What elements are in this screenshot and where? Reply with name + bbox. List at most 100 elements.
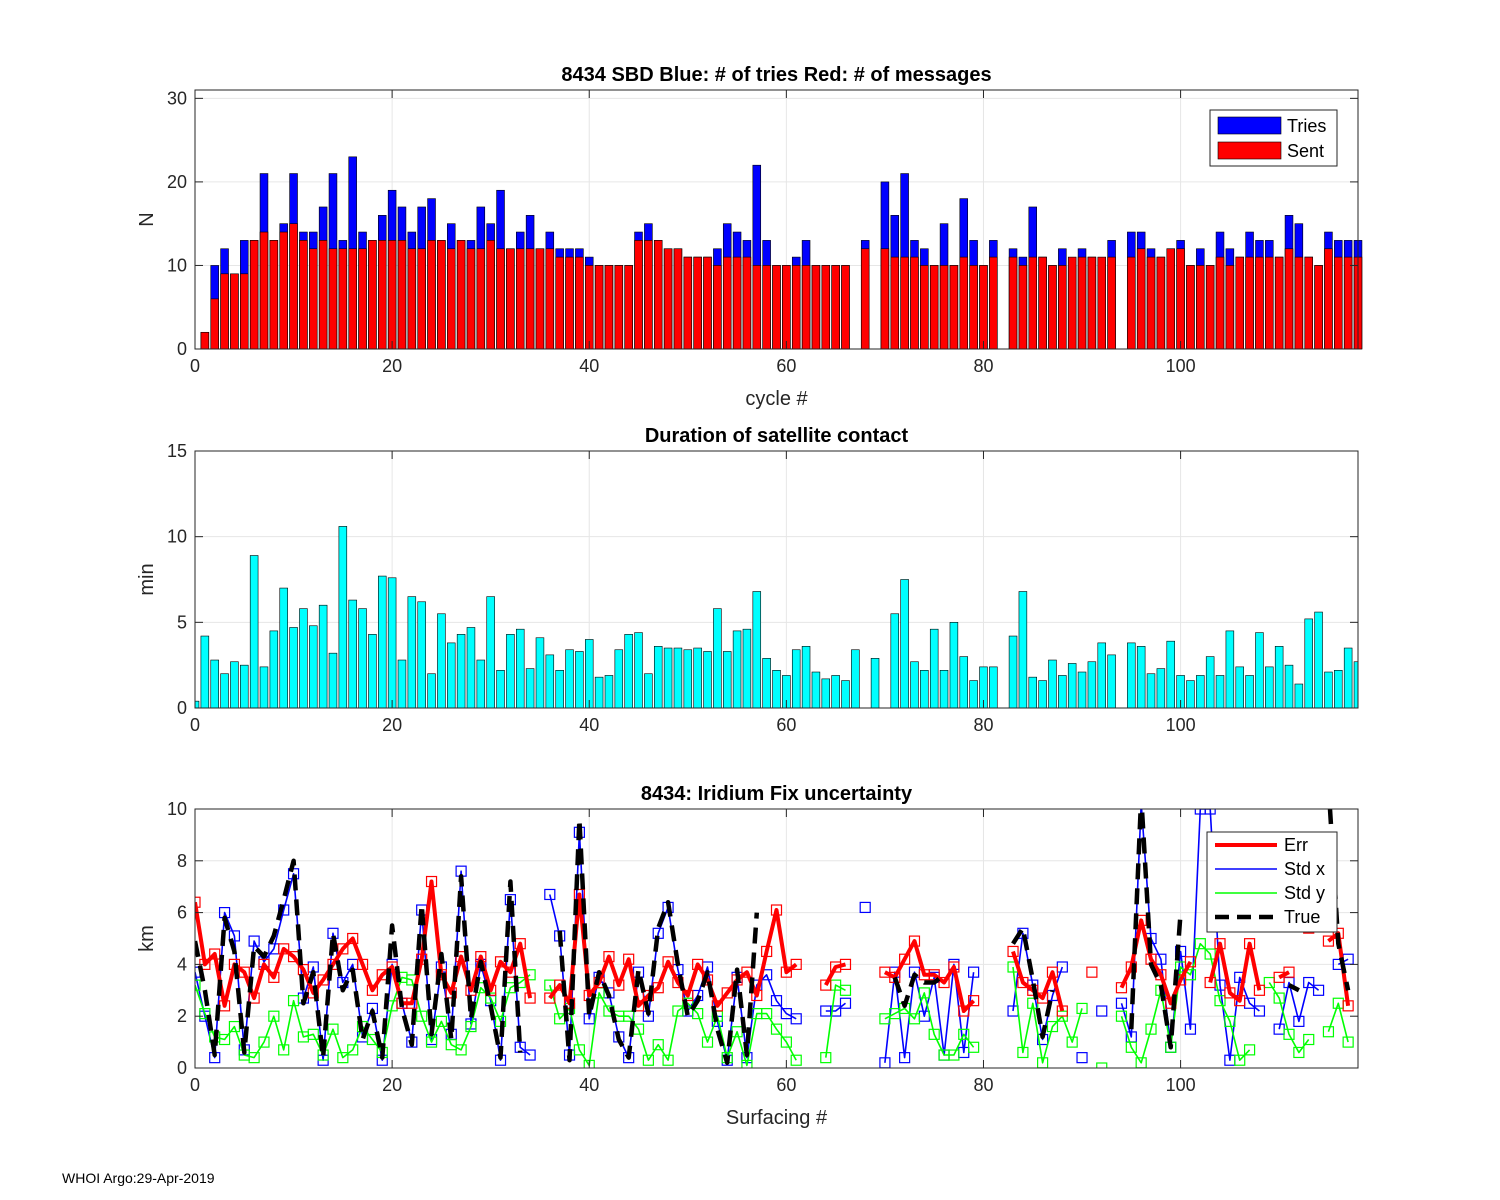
bar-sent — [1343, 256, 1353, 350]
bar-duration — [604, 675, 614, 709]
bar-sent — [841, 265, 850, 350]
bar-duration — [1067, 663, 1077, 709]
data-marker — [682, 989, 694, 1002]
series-line — [195, 809, 1351, 1066]
chart-title: 8434: Iridium Fix uncertainty — [641, 783, 913, 805]
bar-duration — [545, 654, 555, 709]
data-marker — [1283, 966, 1295, 978]
data-marker — [1234, 1054, 1246, 1066]
data-marker — [672, 1005, 684, 1017]
bar-duration — [279, 587, 288, 709]
bar-duration — [900, 579, 909, 709]
data-marker — [741, 966, 753, 978]
bar-duration — [338, 526, 348, 709]
bar-sent — [1235, 256, 1244, 350]
bar-sent — [939, 265, 949, 350]
data-marker — [1046, 1020, 1059, 1033]
bar-sent — [1107, 256, 1116, 350]
bar-sent — [496, 248, 505, 350]
bar-duration — [1127, 642, 1136, 709]
panel-fix-uncertainty: 0 20 40 60 80 100 0 2 4 6 8 10 8434: Iridium Fix unc… — [136, 783, 1359, 1129]
bar-sent — [1127, 256, 1136, 350]
bar-duration — [920, 670, 929, 709]
bar-duration — [870, 658, 880, 709]
bar-sent — [437, 240, 446, 350]
bar-sent — [969, 265, 978, 350]
bar-sent — [742, 256, 752, 350]
bar-sent — [880, 248, 890, 350]
bar-duration — [1058, 675, 1067, 709]
bar-duration — [752, 591, 762, 709]
data-marker — [613, 979, 625, 991]
data-marker — [948, 961, 960, 973]
bar-sent — [1324, 248, 1333, 350]
data-marker — [603, 951, 615, 963]
bar-duration — [259, 666, 269, 709]
bar-sent — [713, 265, 722, 350]
bar-duration — [1186, 680, 1195, 709]
bar-sent — [604, 265, 614, 350]
data-marker — [830, 1005, 842, 1017]
bar-sent — [782, 265, 791, 350]
data-marker — [1243, 1044, 1256, 1056]
data-marker — [573, 888, 585, 901]
bar-sent — [318, 240, 328, 350]
data-marker — [1204, 948, 1216, 960]
bar-duration — [811, 671, 821, 709]
data-marker — [820, 979, 832, 991]
bar-duration — [644, 673, 653, 709]
bar-duration — [397, 659, 407, 709]
data-marker — [514, 938, 526, 950]
bar-duration — [1136, 646, 1146, 709]
data-marker — [327, 1023, 339, 1035]
bar-sent — [860, 248, 870, 350]
data-marker — [1303, 1033, 1315, 1046]
bar-duration — [516, 628, 525, 709]
legend-label-err: Err — [1284, 835, 1308, 855]
bar-sent — [368, 240, 377, 350]
bar-duration — [220, 673, 229, 709]
bar-duration — [1274, 646, 1284, 709]
bar-sent — [1245, 256, 1254, 350]
data-marker — [1322, 935, 1335, 947]
data-marker — [465, 1020, 477, 1033]
x-tick-label: 60 — [776, 356, 796, 376]
bar-sent — [575, 256, 584, 350]
data-marker — [1056, 1005, 1068, 1017]
axes-box — [194, 89, 1359, 350]
bar-duration — [1215, 675, 1225, 709]
bar-sent — [693, 256, 702, 350]
x-tick-label: 20 — [382, 715, 402, 735]
data-marker — [1125, 961, 1137, 973]
data-marker — [524, 992, 536, 1004]
data-marker — [485, 992, 497, 1004]
data-marker — [652, 1039, 664, 1051]
bar-duration — [476, 659, 486, 709]
bar-sent — [1008, 256, 1018, 350]
data-marker — [1253, 984, 1266, 996]
bar-duration — [535, 637, 545, 709]
bar-sent — [890, 256, 900, 350]
bar-duration — [703, 651, 712, 709]
data-marker — [692, 1008, 704, 1020]
legend-label-true: True — [1284, 907, 1320, 927]
data-marker — [908, 1013, 921, 1025]
data-marker — [337, 1052, 349, 1064]
bar-duration — [318, 604, 328, 709]
data-marker — [248, 992, 260, 1004]
bar-sent — [289, 223, 298, 350]
bar-sent — [594, 265, 604, 350]
bar-duration — [1156, 668, 1166, 709]
data-marker — [1293, 1046, 1305, 1059]
legend: Err Std x Std y True — [1206, 831, 1338, 933]
data-marker — [642, 1054, 654, 1066]
data-marker — [307, 1028, 319, 1040]
y-tick-label: 0 — [177, 339, 187, 359]
data-marker — [1214, 995, 1226, 1007]
bar-sent — [614, 265, 624, 350]
bar-sent — [1097, 256, 1106, 350]
bar-sent — [535, 248, 545, 350]
bar-sent — [1314, 265, 1323, 350]
bar-duration — [683, 649, 693, 709]
